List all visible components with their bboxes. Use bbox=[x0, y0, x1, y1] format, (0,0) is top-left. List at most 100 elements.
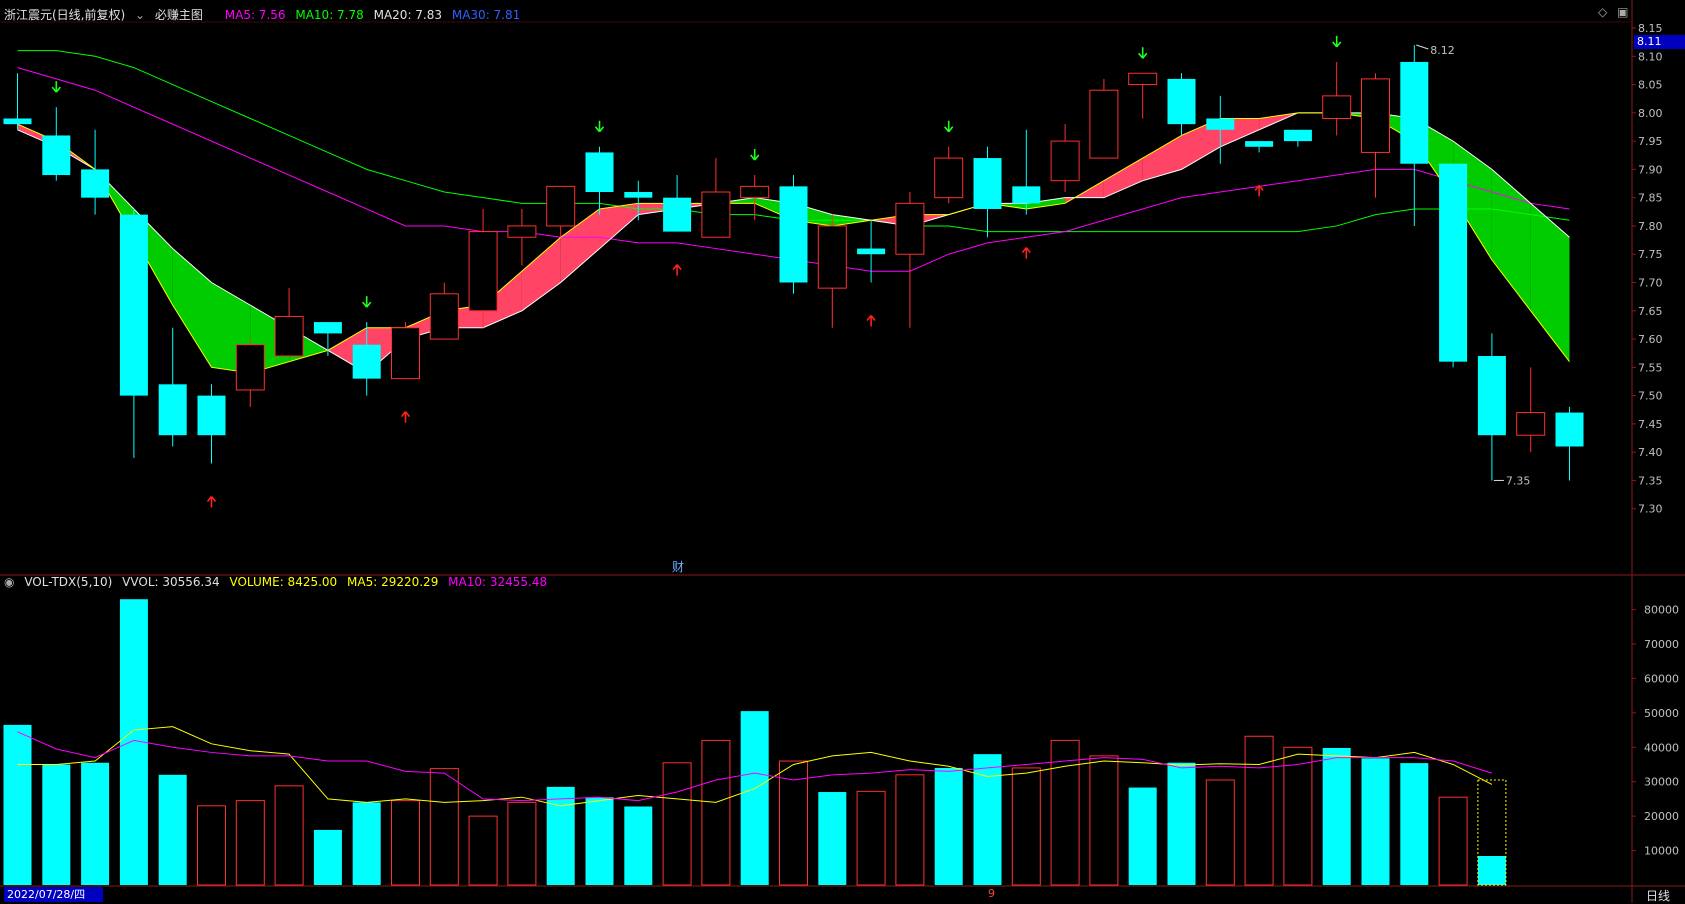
volume-bar bbox=[546, 786, 575, 885]
high-pointer bbox=[1416, 44, 1429, 50]
ma-band-segment bbox=[599, 203, 639, 249]
candle-body bbox=[817, 225, 847, 289]
annotations: 8.12 7.35 bbox=[1416, 44, 1530, 487]
period-label[interactable]: 日线 bbox=[1646, 889, 1671, 903]
panel-toggle-icon[interactable]: ▣ bbox=[1617, 5, 1629, 19]
candle bbox=[1012, 129, 1041, 215]
diamond-icon[interactable]: ◇ bbox=[1598, 5, 1608, 19]
candle-body bbox=[1245, 141, 1274, 147]
signal-arrows bbox=[51, 35, 1342, 508]
volume-bar bbox=[585, 797, 614, 885]
price-tick-label: 7.55 bbox=[1638, 361, 1663, 374]
price-tick-label: 7.70 bbox=[1638, 277, 1663, 290]
buy-arrow bbox=[400, 411, 411, 423]
ma-band-segment bbox=[1530, 203, 1570, 362]
candle-body bbox=[235, 344, 265, 391]
finance-marker[interactable]: 财 bbox=[672, 560, 685, 574]
ma10-label: MA10: 7.78 bbox=[295, 8, 364, 22]
indicator-name[interactable]: 必赚主图 bbox=[154, 8, 203, 22]
volume-bar bbox=[1477, 855, 1506, 885]
ma-band-segment bbox=[1181, 118, 1221, 170]
price-header: 浙江震元(日线,前复权) ⌄ 必赚主图 MA5: 7.56 MA10: 7.78… bbox=[4, 6, 526, 23]
candle-body bbox=[740, 185, 770, 199]
price-tick-label: 8.05 bbox=[1638, 79, 1663, 92]
price-tick-label: 7.90 bbox=[1638, 163, 1663, 176]
volume-ma5-line bbox=[17, 726, 1493, 807]
candle bbox=[429, 282, 459, 340]
price-tick-label: 8.10 bbox=[1638, 50, 1663, 63]
candle bbox=[1516, 367, 1546, 453]
chevron-down-icon[interactable]: ⌄ bbox=[135, 8, 146, 22]
candle-body bbox=[42, 135, 71, 176]
vol-indicator-name[interactable]: VOL-TDX(5,10) bbox=[24, 575, 113, 589]
window-controls: ◇ ▣ bbox=[1598, 5, 1634, 19]
ma-band-segment bbox=[172, 248, 212, 368]
candle-body bbox=[274, 315, 304, 357]
volume-forecast-box bbox=[1477, 779, 1507, 886]
volume-ma-lines bbox=[17, 726, 1493, 807]
candle-body bbox=[3, 118, 32, 125]
gear-icon[interactable]: ◉ bbox=[4, 575, 15, 589]
sell-arrow bbox=[594, 120, 605, 133]
buy-arrow bbox=[672, 264, 682, 276]
volume-label: VOLUME: 8425.00 bbox=[229, 575, 338, 589]
candle bbox=[817, 214, 847, 328]
candle-body bbox=[158, 384, 187, 436]
month-marker: 9 bbox=[988, 887, 995, 900]
volume-bar bbox=[81, 762, 110, 885]
volume-bar bbox=[1283, 746, 1313, 886]
candle-body bbox=[391, 327, 420, 380]
price-axis: 8.15 8.10 8.05 8.00 7.95 7.90 7.85 7.80 7.75 7.70… bbox=[1632, 22, 1663, 516]
volume-bar bbox=[701, 739, 731, 886]
sell-arrow bbox=[944, 120, 954, 133]
candle bbox=[624, 180, 653, 221]
candle-body bbox=[1477, 356, 1506, 436]
candle bbox=[235, 339, 265, 407]
volume-bar bbox=[391, 800, 420, 886]
price-tick-label: 7.95 bbox=[1638, 135, 1663, 148]
volume-tick-label: 20000 bbox=[1644, 810, 1679, 823]
ma20-label: MA20: 7.83 bbox=[373, 8, 443, 22]
candle bbox=[1283, 129, 1312, 147]
candle bbox=[663, 175, 692, 232]
vvol-label: VVOL: 30556.34 bbox=[122, 575, 220, 589]
volume-bar bbox=[1244, 735, 1274, 886]
candle bbox=[1050, 124, 1080, 193]
volume-bar bbox=[1128, 787, 1157, 885]
volume-bar bbox=[1400, 763, 1429, 885]
candle bbox=[1477, 333, 1506, 481]
volume-bar bbox=[42, 764, 71, 885]
candle bbox=[391, 322, 420, 380]
volume-bar bbox=[1205, 779, 1235, 886]
volume-tick-label: 80000 bbox=[1644, 604, 1679, 617]
candle-body bbox=[81, 169, 110, 198]
candle-body bbox=[1400, 61, 1429, 164]
candle bbox=[1206, 95, 1235, 164]
candle-body bbox=[973, 158, 1002, 209]
sell-arrow bbox=[750, 149, 760, 161]
candle-body bbox=[1283, 129, 1312, 142]
candle bbox=[1322, 61, 1352, 136]
candle bbox=[701, 158, 731, 238]
buy-arrow bbox=[206, 495, 217, 508]
volume-tick-label: 50000 bbox=[1644, 707, 1679, 720]
candle-body bbox=[1012, 186, 1041, 204]
volume-tick-label: 30000 bbox=[1644, 776, 1679, 789]
date-cursor-label: 2022/07/28/四 bbox=[4, 887, 103, 902]
ma-band-segment bbox=[1142, 135, 1182, 181]
candle-body bbox=[1322, 95, 1352, 119]
candle-body bbox=[507, 225, 537, 238]
volume-bar bbox=[856, 790, 886, 886]
candle bbox=[274, 288, 304, 357]
candle bbox=[779, 175, 808, 294]
volume-bar bbox=[1322, 747, 1351, 885]
candle bbox=[197, 384, 226, 464]
candle bbox=[740, 175, 770, 221]
candle-body bbox=[1206, 118, 1235, 130]
candle-body bbox=[1361, 78, 1390, 153]
price-tick-label: 8.00 bbox=[1638, 107, 1663, 120]
buy-arrow bbox=[1254, 184, 1264, 197]
candle bbox=[1089, 78, 1119, 159]
